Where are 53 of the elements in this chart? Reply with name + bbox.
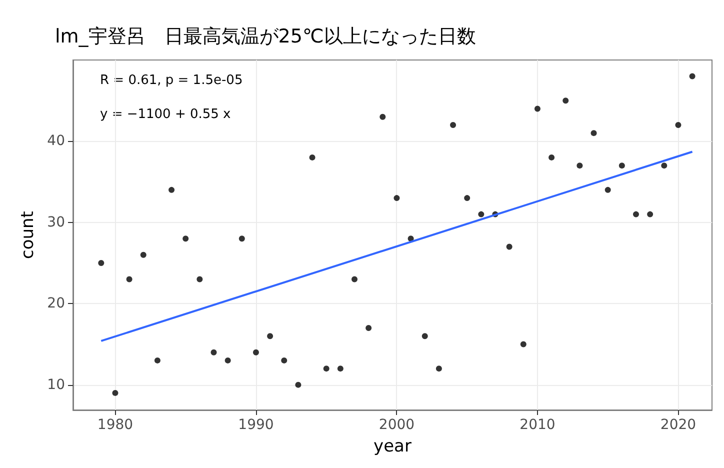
point	[281, 357, 288, 364]
y-tick-label: 40	[47, 133, 65, 150]
point	[380, 114, 386, 120]
y-tick-label: 10	[47, 376, 65, 393]
y-axis-title: count	[18, 210, 38, 259]
point	[436, 366, 442, 372]
point	[590, 130, 597, 136]
point	[548, 154, 555, 160]
point	[267, 333, 274, 340]
point	[450, 122, 456, 128]
x-axis-title: year	[374, 436, 412, 456]
x-tick-label: 1990	[238, 417, 274, 433]
point	[661, 162, 668, 169]
point	[689, 73, 696, 80]
point	[506, 244, 512, 250]
point	[224, 357, 231, 364]
point	[238, 236, 245, 242]
point	[323, 366, 330, 372]
point	[422, 333, 428, 340]
x-tick-label: 2020	[660, 417, 696, 433]
point	[112, 390, 118, 396]
point	[337, 366, 344, 372]
chart-title: lm_宇登呂 日最高気温が25℃以上になった日数	[55, 26, 476, 48]
point	[520, 341, 526, 348]
point	[182, 236, 189, 242]
point	[352, 276, 358, 282]
point	[309, 154, 316, 160]
point	[366, 324, 372, 331]
point	[576, 162, 583, 169]
point	[154, 357, 160, 364]
x-tick-label: 2000	[378, 417, 415, 433]
point	[210, 349, 217, 356]
point	[604, 186, 611, 193]
point	[478, 211, 484, 218]
point	[196, 276, 203, 282]
y-tick-label: 30	[47, 214, 65, 230]
point	[295, 382, 302, 388]
point	[464, 195, 470, 202]
point	[675, 122, 682, 128]
x-tick-label: 2010	[520, 417, 556, 433]
y-tick-label: 20	[47, 296, 65, 312]
point	[633, 211, 639, 218]
x-tick-label: 1980	[97, 417, 134, 433]
point	[252, 349, 259, 356]
point	[534, 106, 540, 112]
point	[562, 98, 569, 104]
point	[98, 260, 104, 266]
point	[647, 211, 654, 218]
point	[618, 162, 625, 169]
point	[168, 186, 175, 193]
point	[126, 276, 132, 282]
point	[394, 195, 400, 202]
point	[140, 252, 146, 258]
